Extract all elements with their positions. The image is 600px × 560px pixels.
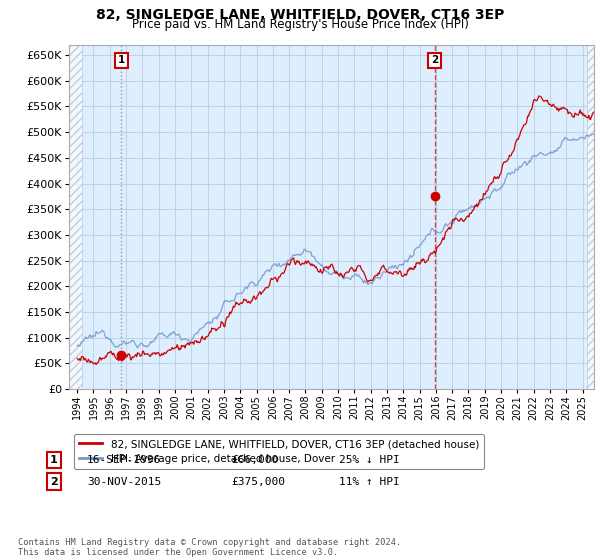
Legend: 82, SINGLEDGE LANE, WHITFIELD, DOVER, CT16 3EP (detached house), HPI: Average pr: 82, SINGLEDGE LANE, WHITFIELD, DOVER, CT… (74, 434, 484, 469)
Bar (69, 45, 82, 389)
Text: 25% ↓ HPI: 25% ↓ HPI (339, 455, 400, 465)
Text: £66,000: £66,000 (231, 455, 278, 465)
Text: 16-SEP-1996: 16-SEP-1996 (87, 455, 161, 465)
Text: 1: 1 (50, 455, 58, 465)
Text: 2: 2 (431, 55, 438, 66)
Text: Contains HM Land Registry data © Crown copyright and database right 2024.
This d: Contains HM Land Registry data © Crown c… (18, 538, 401, 557)
Text: 82, SINGLEDGE LANE, WHITFIELD, DOVER, CT16 3EP: 82, SINGLEDGE LANE, WHITFIELD, DOVER, CT… (96, 8, 504, 22)
Text: 11% ↑ HPI: 11% ↑ HPI (339, 477, 400, 487)
Text: £375,000: £375,000 (231, 477, 285, 487)
Text: 1: 1 (118, 55, 125, 66)
Text: 30-NOV-2015: 30-NOV-2015 (87, 477, 161, 487)
Text: 2: 2 (50, 477, 58, 487)
Text: Price paid vs. HM Land Registry's House Price Index (HPI): Price paid vs. HM Land Registry's House … (131, 18, 469, 31)
